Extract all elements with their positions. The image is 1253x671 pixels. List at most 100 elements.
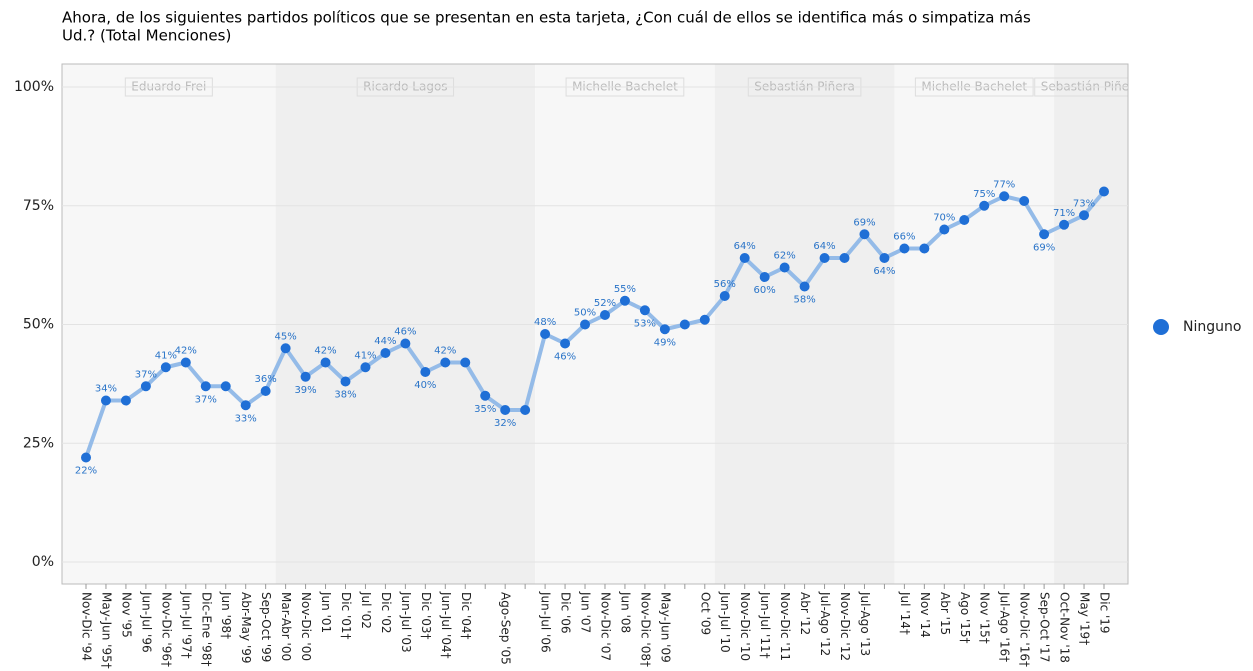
y-tick-label: 50%: [23, 317, 54, 333]
x-tick-label: Dic '06: [559, 592, 573, 634]
data-point: [540, 329, 551, 339]
data-point: [220, 381, 231, 392]
data-label: 49%: [654, 337, 676, 348]
data-point: [659, 324, 670, 335]
data-point: [719, 291, 730, 301]
chart-title: Ahora, de los siguientes partidos políti…: [62, 9, 1031, 27]
data-label: 34%: [95, 384, 117, 395]
x-tick-label: Ago-Sep '05: [499, 592, 513, 665]
x-tick-label: Jun-Jul '11†: [758, 591, 772, 659]
data-label: 32%: [494, 418, 516, 429]
data-label: 48%: [534, 317, 556, 328]
data-point: [959, 215, 970, 225]
x-tick-label: Jun '01: [319, 591, 333, 633]
data-point: [81, 452, 91, 463]
data-label: 46%: [394, 327, 416, 338]
legend-marker: [1153, 319, 1169, 335]
x-tick-label: May '19†: [1078, 592, 1092, 645]
data-label: 41%: [155, 350, 177, 361]
data-label: 44%: [374, 336, 396, 347]
data-point: [779, 262, 790, 273]
x-tick-label: Jun-Jul '97†: [179, 591, 193, 659]
data-label: 64%: [734, 241, 756, 252]
data-label: 69%: [1033, 242, 1055, 253]
data-point: [560, 338, 571, 349]
x-tick-label: Sep-Oct '17: [1038, 592, 1052, 662]
data-label: 73%: [1073, 198, 1095, 209]
data-label: 42%: [314, 346, 336, 357]
data-point: [120, 395, 131, 406]
data-label: 37%: [195, 394, 217, 405]
data-label: 70%: [933, 213, 955, 224]
data-label: 50%: [574, 308, 596, 319]
data-label: 38%: [334, 390, 356, 401]
x-tick-label: Jul-Ago '12: [818, 591, 832, 656]
data-label: 69%: [853, 217, 875, 228]
x-tick-label: Dic '03†: [419, 592, 433, 640]
data-label: 77%: [993, 179, 1015, 190]
data-label: 37%: [135, 369, 157, 380]
x-tick-label: Nov-Dic '10: [738, 592, 752, 661]
data-point: [899, 243, 910, 254]
x-tick-label: Nov-Dic '96†: [159, 592, 173, 667]
data-label: 36%: [255, 374, 277, 385]
x-tick-label: May-Jun '09: [658, 592, 672, 663]
data-point: [639, 305, 650, 316]
data-point: [420, 367, 431, 377]
data-point: [739, 253, 750, 263]
x-tick-label: Dic-Ene '98†: [199, 592, 213, 666]
x-tick-label: Nov '15†: [978, 592, 992, 644]
y-tick-label: 100%: [14, 79, 54, 95]
x-tick-label: Jun-Jul '06: [539, 591, 553, 653]
data-label: 41%: [354, 350, 376, 361]
x-tick-label: Nov-Dic '08†: [638, 592, 652, 667]
data-point: [879, 253, 890, 263]
data-point: [580, 319, 591, 330]
x-tick-label: Abr '12: [798, 592, 812, 635]
data-point: [1039, 229, 1050, 240]
data-point: [500, 405, 511, 415]
data-label: 64%: [873, 266, 895, 277]
data-point: [1079, 210, 1090, 221]
x-tick-label: Nov-Dic '12: [838, 592, 852, 661]
x-tick-label: Jun '08: [618, 591, 632, 633]
data-label: 39%: [294, 385, 316, 396]
data-label: 33%: [235, 413, 257, 424]
data-point: [300, 371, 311, 382]
x-tick-label: Nov-Dic '11: [778, 592, 792, 661]
x-tick-label: Jun '98†: [219, 591, 233, 639]
data-point: [320, 357, 331, 368]
data-label: 56%: [714, 279, 736, 290]
x-tick-label: Nov-Dic '07: [598, 592, 612, 661]
data-label: 35%: [474, 404, 496, 415]
data-label: 66%: [893, 232, 915, 243]
data-label: 52%: [594, 298, 616, 309]
y-tick-label: 75%: [23, 198, 54, 214]
x-tick-label: Abr '15: [938, 592, 952, 635]
data-point: [440, 357, 451, 368]
legend-label: Ninguno: [1183, 319, 1241, 335]
data-point: [280, 343, 291, 354]
data-label: 62%: [774, 251, 796, 262]
x-tick-label: Nov '14: [918, 592, 932, 638]
x-tick-label: Oct-Nov '18: [1058, 592, 1072, 663]
y-tick-label: 0%: [32, 554, 54, 570]
y-tick-label: 25%: [23, 435, 54, 451]
x-tick-label: Nov-Dic '94: [80, 592, 94, 661]
chart-subtitle: Ud.? (Total Menciones): [62, 27, 231, 45]
series-line: [84, 190, 1106, 459]
data-point: [799, 281, 810, 292]
x-tick-label: Jun-Jul '03: [399, 591, 413, 653]
x-tick-label: Nov '95: [119, 592, 133, 638]
data-point: [859, 229, 870, 240]
x-tick-label: May-Jun '95†: [99, 592, 113, 669]
x-tick-label: Nov-Dic '00: [299, 592, 313, 661]
data-label: 42%: [175, 346, 197, 357]
data-label: 40%: [414, 380, 436, 391]
data-point: [939, 224, 950, 235]
x-tick-label: Mar-Abr '00: [279, 592, 293, 661]
data-label: 60%: [754, 285, 776, 296]
data-label: 64%: [813, 241, 835, 252]
x-tick-label: Dic '19: [1098, 592, 1112, 634]
data-point: [140, 381, 151, 392]
